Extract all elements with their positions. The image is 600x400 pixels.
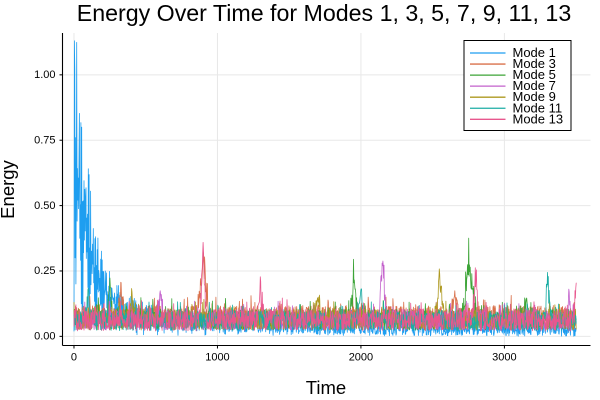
svg-text:0.50: 0.50 (34, 200, 55, 212)
svg-text:Time: Time (306, 377, 346, 398)
svg-text:0.75: 0.75 (34, 134, 55, 146)
svg-text:Mode 13: Mode 13 (513, 111, 564, 126)
svg-text:3000: 3000 (492, 352, 516, 364)
svg-text:0: 0 (71, 352, 77, 364)
svg-text:2000: 2000 (349, 352, 373, 364)
svg-text:0.00: 0.00 (34, 331, 55, 343)
svg-text:1000: 1000 (205, 352, 229, 364)
svg-text:Energy Over Time for Modes 1,: Energy Over Time for Modes 1, 3, 5, 7, 9… (77, 0, 571, 26)
svg-text:1.00: 1.00 (34, 69, 55, 81)
svg-text:Energy: Energy (0, 159, 18, 218)
svg-text:0.25: 0.25 (34, 265, 55, 277)
